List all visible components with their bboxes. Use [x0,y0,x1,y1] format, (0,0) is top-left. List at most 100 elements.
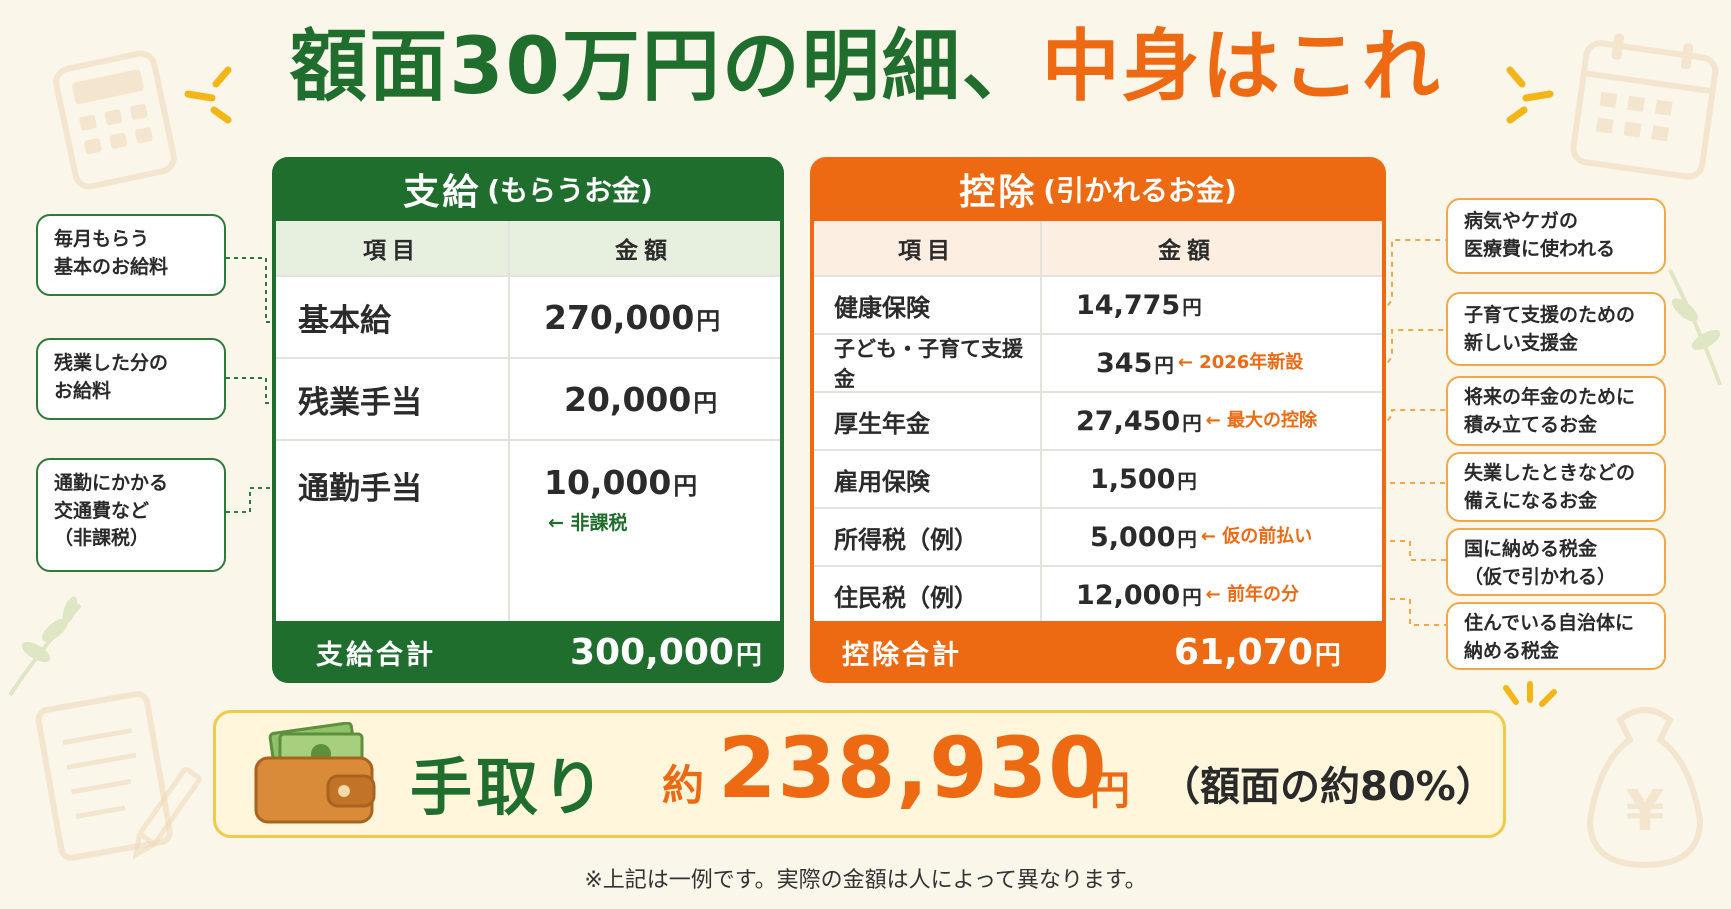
wallet-icon [254,722,376,824]
row-amount: 14,775 円 [1040,290,1382,321]
row-note: ← 2026年新設 [1177,351,1304,373]
callout-income-tax: 国に納める税金 （仮で引かれる） [1446,528,1666,596]
amount-value: 270,000 [544,297,695,337]
deductions-table: 項目 金額 健康保険 14,775 円 子ども・子育て支援金 345 円 ← 202… [814,221,1382,621]
table-row: 住民税（例） 12,000 円 ← 前年の分 [814,565,1382,623]
row-amount: 20,000円 [508,380,780,419]
row-note: ← 非課税 [548,512,628,534]
amount-value: 14,775 [1076,289,1181,321]
callout-line: 新しい支援金 [1464,331,1579,354]
row-item: 厚生年金 [834,409,930,438]
callout-line: 交通費など [54,499,150,522]
net-pay-approx: 約 [662,761,705,810]
callout-line: 納める税金 [1464,639,1560,662]
column-divider [508,221,510,621]
total-label: 支給合計 [316,639,436,671]
burst-left-icon [184,66,232,124]
money-bag-icon: ¥ [1586,707,1704,869]
callout-pension: 将来の年金のために 積み立てるお金 [1446,376,1666,446]
callout-line: 病気やケガの [1464,210,1579,232]
row-amount: 5,000 円 ← 仮の前払い [1040,522,1382,553]
callout-commute: 通勤にかかる 交通費など （非課税） [36,458,226,572]
payments-heading-main: 支給 [403,172,482,213]
callout-line: 将来の年金のために [1464,386,1636,408]
amount-unit: 円 [1182,585,1202,609]
callout-line: 残業した分の [54,352,169,374]
table-row: 残業手当 20,000円 [276,357,780,439]
callout-health-insurance: 病気やケガの 医療費に使われる [1446,198,1666,274]
amount-value: 5,000 [1090,521,1176,553]
row-item: 残業手当 [298,384,422,421]
callout-line: 失業したときなどの [1464,462,1636,484]
deductions-heading-sub: (引かれるお金) [1043,174,1237,207]
callout-resident-tax: 住んでいる自治体に 納める税金 [1446,602,1666,670]
callout-line: お給料 [54,379,112,402]
amount-unit: 円 [673,472,698,500]
deductions-column-header: 項目 金額 [814,221,1382,275]
row-amount: 345 円 ← 2026年新設 [1040,348,1382,379]
deductions-heading: 控除 (引かれるお金) [810,157,1386,221]
amount-unit: 円 [1177,469,1197,493]
deductions-panel: 控除 (引かれるお金) 項目 金額 健康保険 14,775 円 子ども・子育て支援… [810,157,1386,683]
payments-table: 項目 金額 基本給 270,000円 残業手当 20,000円 通勤手当 10,… [276,221,780,621]
amount-value: 10,000 [544,463,672,502]
burst-right-icon [1506,66,1554,124]
table-row: 通勤手当 10,000円 ← 非課税 [276,439,780,623]
row-note: ← 前年の分 [1205,583,1300,605]
net-pay-unit: 円 [1090,768,1130,814]
callout-line: 基本のお給料 [54,255,169,278]
amount-value: 345 [1096,347,1153,379]
burst-net-icon [1503,681,1557,707]
amount-unit: 円 [1177,527,1197,551]
title-part2: 中身はこれ [1041,22,1442,112]
calculator-icon [53,50,177,190]
table-row: 健康保険 14,775 円 [814,275,1382,333]
table-row: 厚生年金 27,450 円 ← 最大の控除 [814,391,1382,449]
amount-unit: 円 [1154,353,1174,377]
amount-unit: 円 [693,388,718,417]
callout-line: 医療費に使われる [1464,237,1616,260]
callout-childcare-support: 子育て支援のための 新しい支援金 [1446,292,1666,366]
row-item: 雇用保険 [834,467,930,496]
deductions-heading-main: 控除 [959,172,1038,213]
row-item: 住民税（例） [834,583,978,612]
row-item: 所得税（例） [834,525,978,554]
total-unit: 円 [735,640,762,671]
amount-unit: 円 [696,306,721,335]
document-icon [35,691,173,861]
amount-value: 1,500 [1090,463,1176,495]
callout-line: 子育て支援のための [1464,304,1636,326]
amount-unit: 円 [1182,295,1202,319]
calendar-icon [1570,33,1719,180]
title-part1: 額面30万円の明細、 [289,22,1042,112]
row-amount: 10,000円 ← 非課税 [508,441,780,541]
page-title: 額面30万円の明細、中身はこれ [0,28,1731,106]
column-amount-label: 金額 [615,238,673,264]
payments-heading: 支給 (もらうお金) [272,157,784,221]
pencil-icon [132,766,202,860]
net-pay-value: 238,930 [718,719,1108,817]
total-value: 61,070 [1174,631,1313,673]
row-note: ← 仮の前払い [1200,525,1313,547]
column-item-label: 項目 [898,238,956,264]
callout-line: 国に納める税金 [1464,538,1598,560]
row-amount: 12,000 円 ← 前年の分 [1040,580,1382,611]
row-note: ← 最大の控除 [1205,409,1318,431]
amount-value: 12,000 [1076,579,1181,611]
amount-unit: 円 [1182,411,1202,435]
row-amount: 270,000円 [508,298,780,337]
footnote: ※上記は一例です。実際の金額は人によって異なります。 [584,868,1147,893]
net-pay-box [213,710,1506,838]
column-divider [1040,221,1042,621]
callout-overtime: 残業した分の お給料 [36,338,226,420]
row-item: 通勤手当 [298,471,422,507]
total-unit: 円 [1314,640,1341,671]
row-amount: 1,500 円 [1040,464,1382,495]
callout-line: （非課税） [54,527,150,550]
table-row: 所得税（例） 5,000 円 ← 仮の前払い [814,507,1382,565]
column-item-label: 項目 [363,238,421,264]
leaf-icon [8,596,82,697]
payments-panel: 支給 (もらうお金) 項目 金額 基本給 270,000円 残業手当 20,00… [272,157,784,683]
table-row: 子ども・子育て支援金 345 円 ← 2026年新設 [814,333,1382,391]
callout-line: 毎月もらう [54,228,150,250]
